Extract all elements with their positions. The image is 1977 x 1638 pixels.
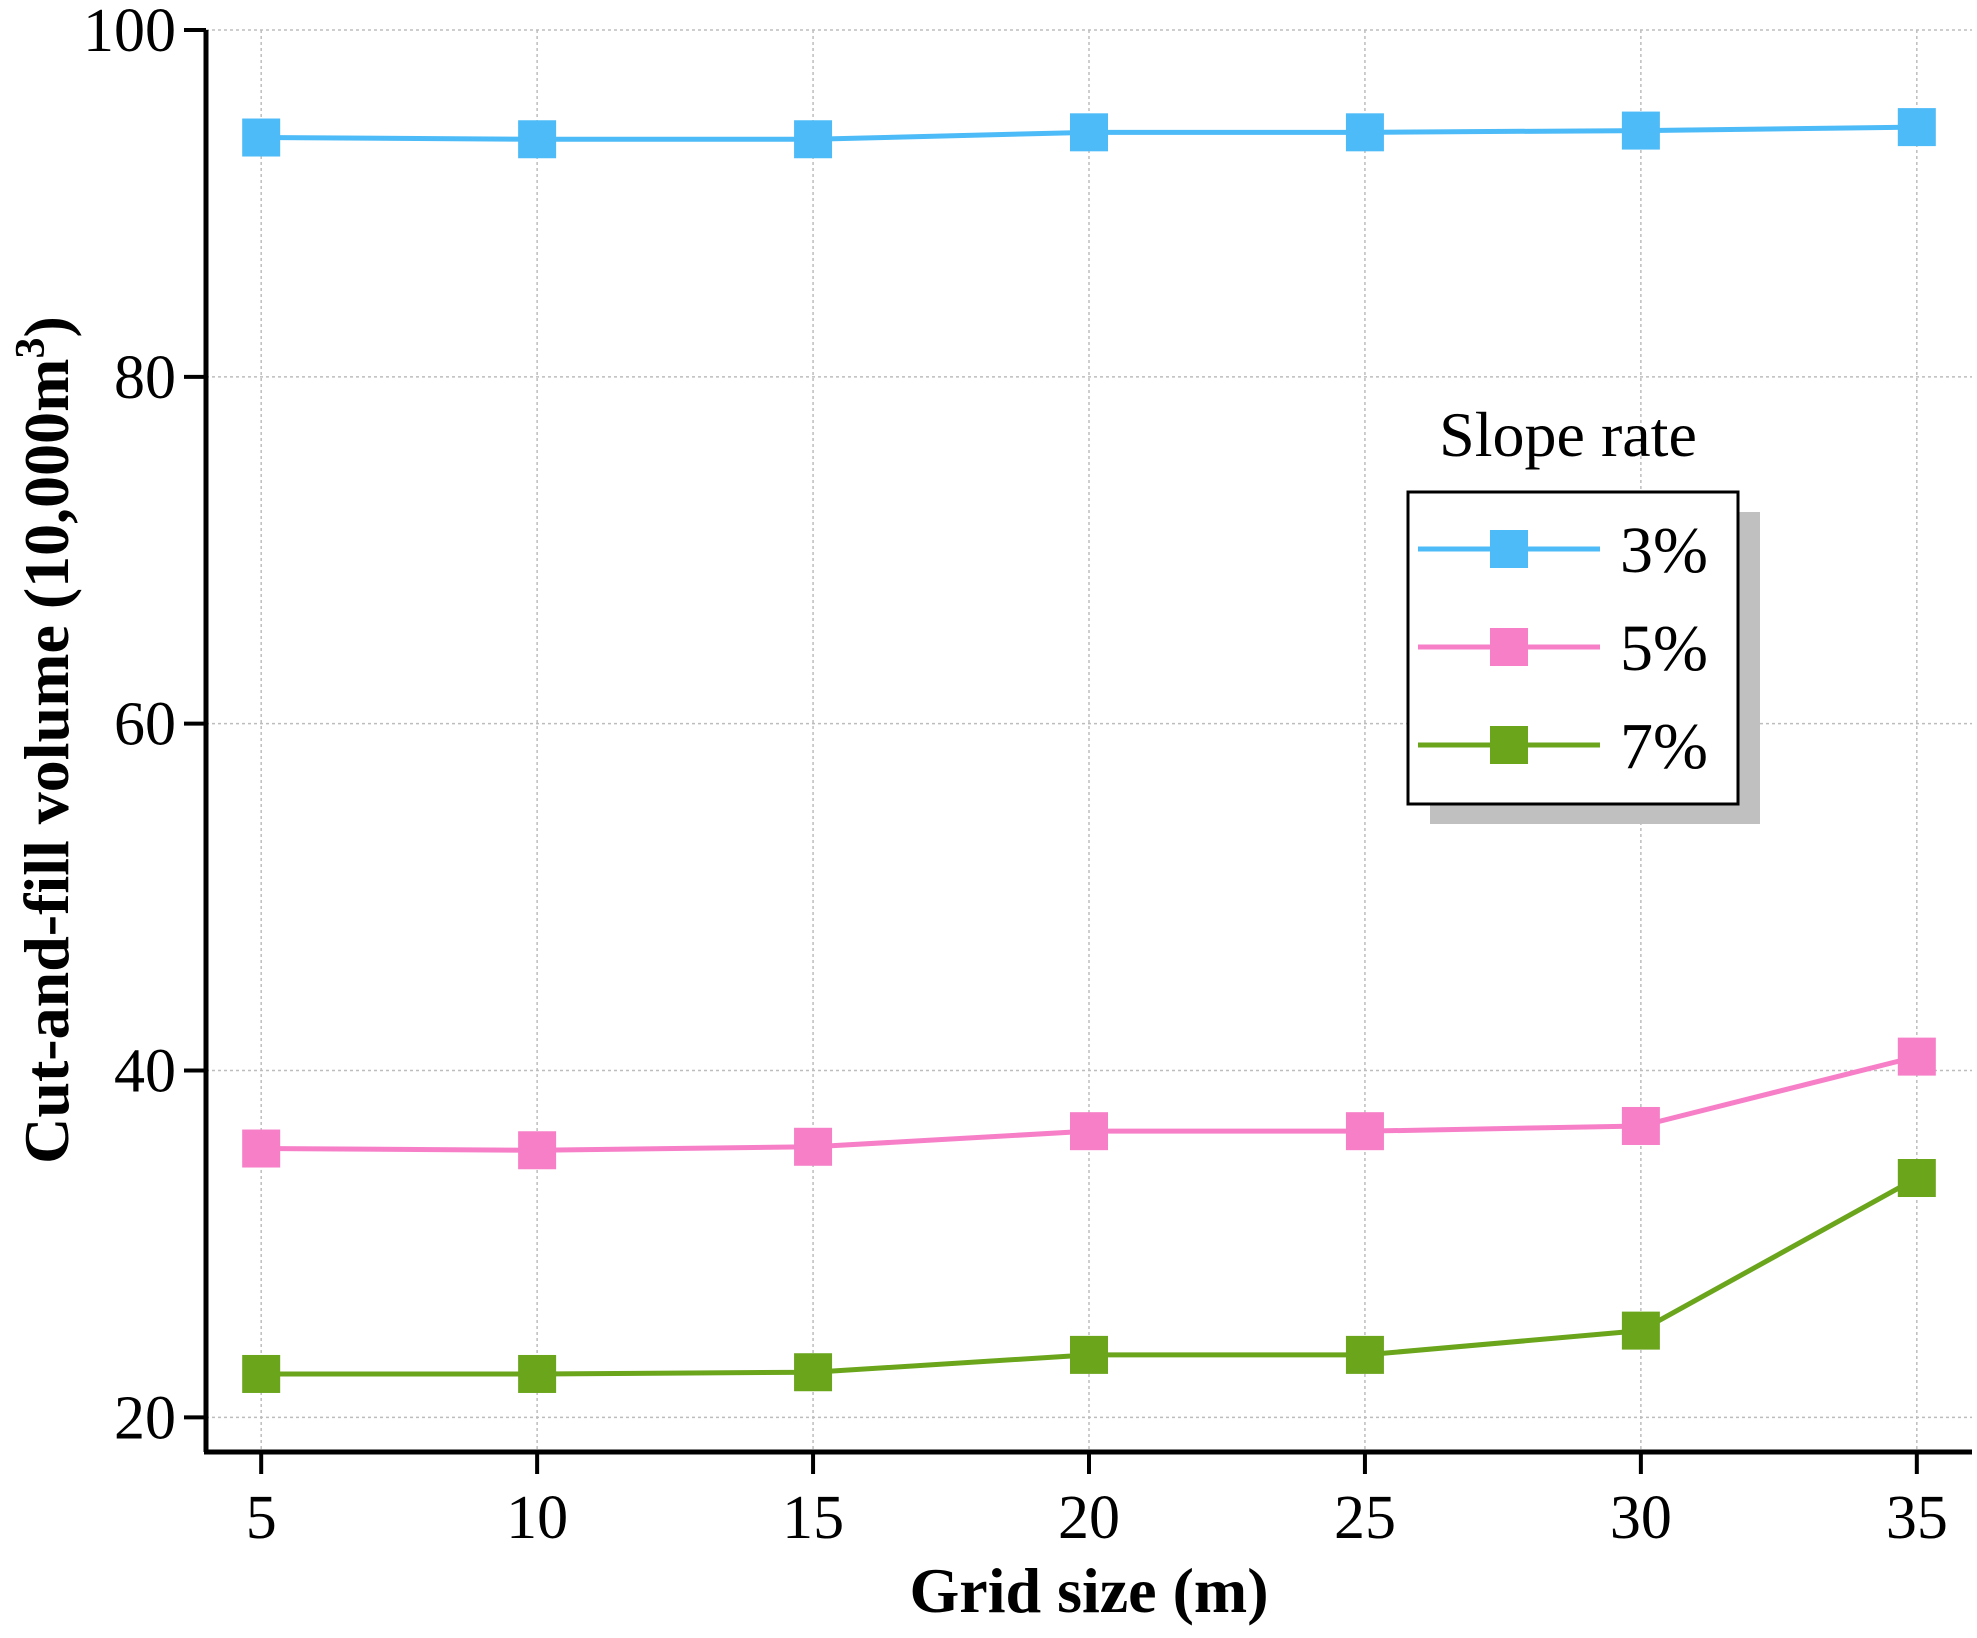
data-point-marker xyxy=(1897,1037,1936,1076)
y-tick-label: 80 xyxy=(114,344,176,412)
x-tick-label: 20 xyxy=(1058,1484,1120,1552)
data-point-marker xyxy=(1070,113,1108,152)
legend-marker xyxy=(1490,628,1528,666)
data-point-marker xyxy=(1897,1159,1936,1198)
x-tick-label: 30 xyxy=(1610,1484,1672,1552)
series-layer xyxy=(242,108,1936,1393)
data-point-marker xyxy=(1345,1112,1384,1151)
data-point-marker xyxy=(242,1129,281,1168)
legend-label: 5% xyxy=(1620,612,1708,685)
y-axis-title: Cut-and-fill volume (10,000m3) xyxy=(8,316,82,1164)
tick-marks: 5 10 15 20 25 30 35 20 40 60 80 100 xyxy=(83,0,1948,1552)
x-tick-label: 5 xyxy=(246,1484,277,1552)
data-point-marker xyxy=(1897,108,1936,147)
data-point-marker xyxy=(242,1354,281,1393)
data-point-marker xyxy=(1621,1311,1660,1350)
y-tick-label: 60 xyxy=(114,691,176,759)
data-point-marker xyxy=(518,120,557,159)
y-axis-title-tail: ) xyxy=(11,316,82,337)
y-axis-title-main: Cut-and-fill volume (10,000m xyxy=(11,359,82,1164)
x-tick-label: 10 xyxy=(506,1484,568,1552)
data-point-marker xyxy=(1621,1106,1660,1145)
y-tick-label: 40 xyxy=(114,1037,176,1105)
legend-marker xyxy=(1490,530,1528,568)
data-point-marker xyxy=(518,1131,557,1170)
data-point-marker xyxy=(794,1353,833,1392)
legend-label: 3% xyxy=(1620,514,1708,587)
x-tick-label: 35 xyxy=(1886,1484,1948,1552)
x-tick-label: 25 xyxy=(1334,1484,1396,1552)
legend: Slope rate 3% 5% 7% xyxy=(1406,399,1760,824)
legend-items: 3% 5% 7% xyxy=(1418,514,1708,783)
data-point-marker xyxy=(794,1127,833,1166)
data-point-marker xyxy=(242,118,281,157)
data-point-marker xyxy=(794,120,833,159)
y-axis-title-superscript: 3 xyxy=(8,338,54,359)
data-point-marker xyxy=(518,1354,557,1393)
legend-marker xyxy=(1490,726,1528,764)
x-axis-title: Grid size (m) xyxy=(910,1555,1269,1626)
x-tick-label: 15 xyxy=(782,1484,844,1552)
legend-title: Slope rate xyxy=(1439,399,1697,470)
data-point-marker xyxy=(1070,1335,1108,1374)
data-point-marker xyxy=(1345,1335,1384,1374)
data-point-marker xyxy=(1345,113,1384,152)
legend-label: 7% xyxy=(1620,710,1708,783)
data-point-marker xyxy=(1621,111,1660,150)
data-point-marker xyxy=(1070,1112,1108,1151)
y-tick-label: 20 xyxy=(114,1384,176,1452)
y-tick-label: 100 xyxy=(83,0,176,65)
